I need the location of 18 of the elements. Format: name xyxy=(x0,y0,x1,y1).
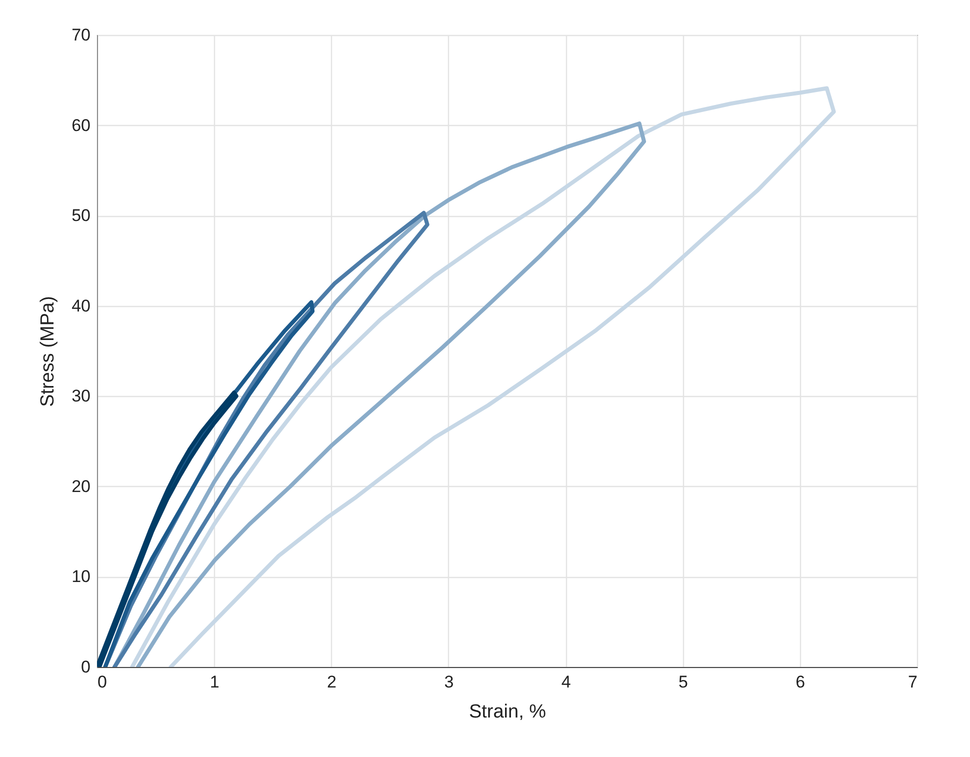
y-tick-label: 70 xyxy=(72,26,90,44)
y-axis-title: Stress (MPa) xyxy=(38,296,59,407)
x-tick-label: 0 xyxy=(98,672,107,692)
x-axis-title: Strain, % xyxy=(468,702,546,722)
x-tick-label: 3 xyxy=(444,672,454,692)
y-tick-label: 50 xyxy=(72,206,90,226)
y-tick-label: 40 xyxy=(72,296,90,316)
y-tick-label: 30 xyxy=(72,386,90,406)
x-tick-label: 2 xyxy=(327,672,337,692)
y-tick-label: 10 xyxy=(72,567,90,586)
y-tick-label: 20 xyxy=(72,476,90,496)
y-tick-label: 60 xyxy=(72,116,90,135)
x-tick-label: 4 xyxy=(561,672,571,692)
x-tick-label: 6 xyxy=(796,672,806,692)
x-tick-label: 1 xyxy=(210,672,220,692)
x-tick-label: 5 xyxy=(678,672,688,692)
x-tick-label: 7 xyxy=(908,672,918,692)
y-tick-label: 0 xyxy=(81,658,90,676)
